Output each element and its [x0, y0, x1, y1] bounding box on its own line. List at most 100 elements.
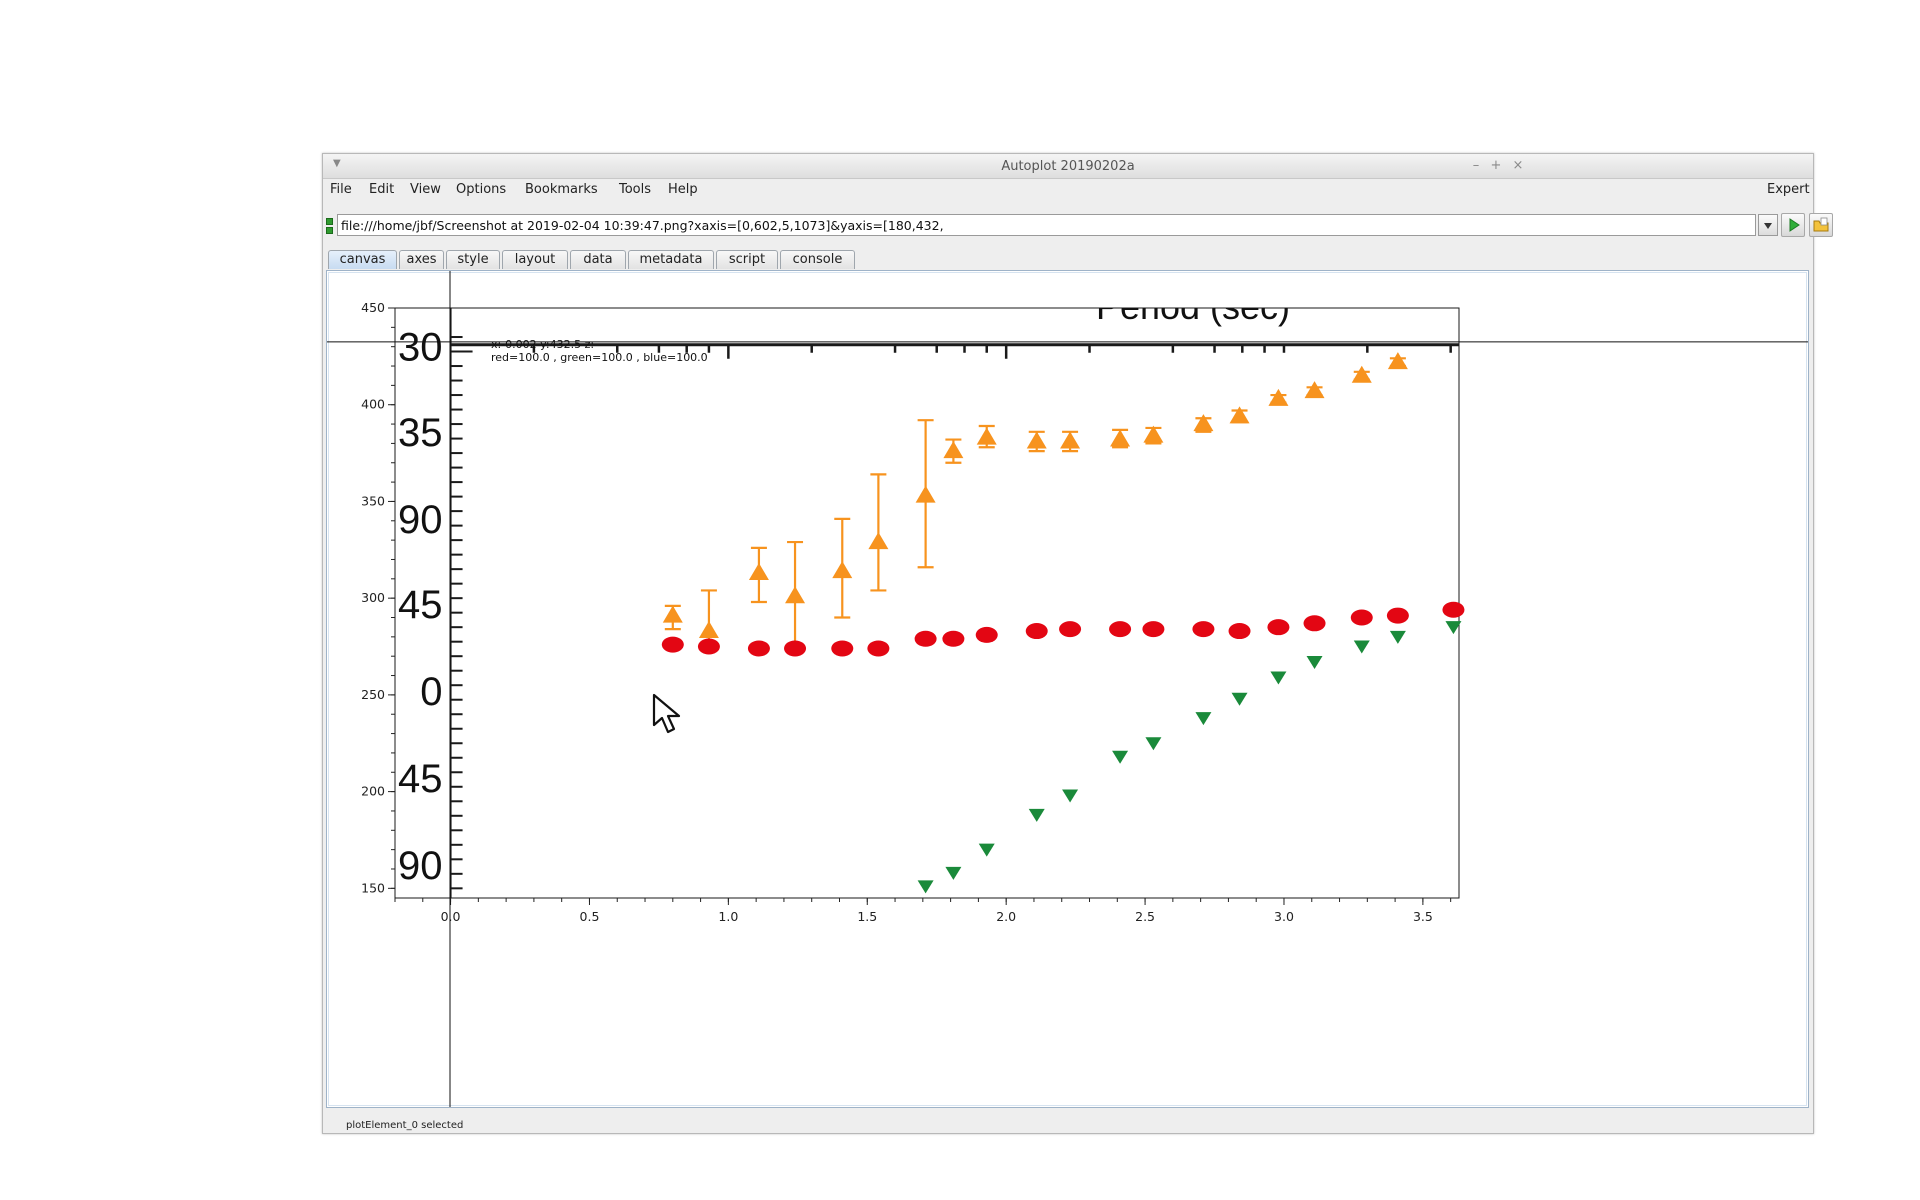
data-point: [1353, 640, 1370, 654]
tab-axes[interactable]: axes: [399, 250, 444, 269]
drag-handle-icon[interactable]: [326, 218, 333, 234]
menu-view[interactable]: View: [410, 182, 441, 197]
data-layer: [661, 352, 1465, 894]
image-axis-label: 0: [420, 670, 442, 714]
y-tick-label: 350: [361, 493, 385, 508]
menu-file[interactable]: File: [330, 182, 352, 197]
data-point: [1112, 750, 1129, 764]
data-point: [1389, 630, 1406, 644]
data-point: [976, 427, 997, 445]
data-point: [943, 441, 964, 459]
x-tick-label: 2.0: [996, 909, 1016, 924]
data-point: [1303, 615, 1326, 632]
plot-area-frame: [394, 307, 1460, 899]
menu-help[interactable]: Help: [668, 182, 698, 197]
tab-canvas[interactable]: canvas: [328, 250, 397, 269]
x-tick-label: 1.0: [718, 909, 738, 924]
status-bar: plotElement_0 selected: [346, 1120, 464, 1131]
data-point: [1145, 737, 1162, 751]
coordinate-readout-line1: x:-0.002 y:432.5 z:: [491, 338, 594, 351]
data-point: [1350, 609, 1373, 626]
minimize-icon[interactable]: –: [1472, 158, 1480, 173]
data-point: [1143, 425, 1164, 443]
data-point: [1268, 388, 1289, 406]
x-tick-label: 0.5: [580, 909, 600, 924]
data-point: [747, 640, 770, 657]
data-point: [1193, 414, 1214, 432]
tab-layout[interactable]: layout: [502, 250, 568, 269]
coordinate-readout-line2: red=100.0 , green=100.0 , blue=100.0: [491, 351, 708, 364]
image-axis-label: 45: [398, 757, 443, 801]
mouse-pointer-icon: [652, 693, 681, 734]
image-axis-label: 35: [398, 411, 443, 455]
tab-style[interactable]: style: [446, 250, 500, 269]
image-axis-label: 90: [398, 498, 443, 542]
data-point: [697, 638, 720, 655]
menu-tools[interactable]: Tools: [619, 182, 652, 197]
data-point: [784, 640, 807, 657]
data-point: [1109, 621, 1132, 638]
data-point: [1059, 621, 1082, 638]
data-point: [748, 563, 769, 581]
data-point: [975, 626, 998, 643]
browse-button[interactable]: [1809, 213, 1833, 237]
menu-bar: File Edit View Options Bookmarks Tools H…: [323, 179, 1813, 201]
window-menu-icon[interactable]: ▼: [333, 158, 341, 169]
data-point: [1142, 621, 1165, 638]
data-point: [832, 561, 853, 579]
data-point: [942, 630, 965, 647]
menu-edit[interactable]: Edit: [369, 182, 395, 197]
data-point: [662, 605, 683, 623]
plot-canvas[interactable]: Period (sec) 30 35 90 45 0 45 90 0.0 0.5 1.0 1.5 2.…: [326, 270, 1809, 1108]
maximize-icon[interactable]: +: [1490, 158, 1502, 173]
overlay-layer: x:-0.002 y:432.5 z: red=100.0 , green=10…: [491, 338, 708, 734]
title-bar[interactable]: ▼ Autoplot 20190202a – + ×: [323, 154, 1813, 179]
data-point: [867, 640, 890, 657]
data-point: [1192, 621, 1215, 638]
data-point: [1442, 601, 1465, 618]
image-content: Period (sec) 30 35 90 45 0 45 90: [398, 286, 1459, 898]
data-point: [945, 866, 962, 880]
url-history-dropdown[interactable]: [1758, 214, 1778, 236]
run-button[interactable]: [1781, 213, 1805, 237]
x-tick-label: 1.5: [857, 909, 877, 924]
data-point: [1231, 692, 1248, 706]
data-point: [1028, 808, 1045, 822]
play-icon: [1789, 218, 1800, 232]
x-tick-label: 0.0: [441, 909, 461, 924]
y-tick-label: 400: [361, 397, 385, 412]
data-point: [1267, 619, 1290, 636]
data-point: [698, 621, 719, 639]
data-point: [1195, 712, 1212, 726]
data-point: [1351, 365, 1372, 383]
x-tick-label: 3.5: [1413, 909, 1433, 924]
autoplot-window: ▼ Autoplot 20190202a – + × File Edit Vie…: [322, 153, 1833, 1134]
y-tick-label: 250: [361, 687, 385, 702]
menu-expert[interactable]: Expert: [1767, 182, 1810, 197]
close-icon[interactable]: ×: [1512, 158, 1524, 173]
data-point: [978, 843, 995, 857]
data-point: [1060, 431, 1081, 449]
tab-script[interactable]: script: [716, 250, 778, 269]
data-point: [831, 640, 854, 657]
tab-data[interactable]: data: [570, 250, 626, 269]
menu-options[interactable]: Options: [456, 182, 507, 197]
window-title: Autoplot 20190202a: [1001, 159, 1135, 174]
data-point: [1445, 621, 1462, 635]
tab-console[interactable]: console: [780, 250, 855, 269]
x-tick-label: 2.5: [1135, 909, 1155, 924]
address-row: [323, 212, 1833, 240]
data-point: [1228, 623, 1251, 640]
plot-image: Period (sec) 30 35 90 45 0 45 90: [394, 286, 1460, 899]
series-triangle-down: [917, 621, 1462, 894]
data-point: [1304, 381, 1325, 399]
axes-layer: 0.0 0.5 1.0 1.5 2.0 2.5 3.0 3.51502002503003504…: [327, 271, 1808, 1107]
data-point: [1110, 429, 1131, 447]
image-axis-label: 30: [398, 326, 443, 370]
data-point: [1229, 406, 1250, 424]
image-header-text: Period (sec): [1096, 286, 1290, 327]
menu-bookmarks[interactable]: Bookmarks: [525, 182, 598, 197]
url-input[interactable]: [337, 214, 1756, 236]
tab-metadata[interactable]: metadata: [628, 250, 714, 269]
